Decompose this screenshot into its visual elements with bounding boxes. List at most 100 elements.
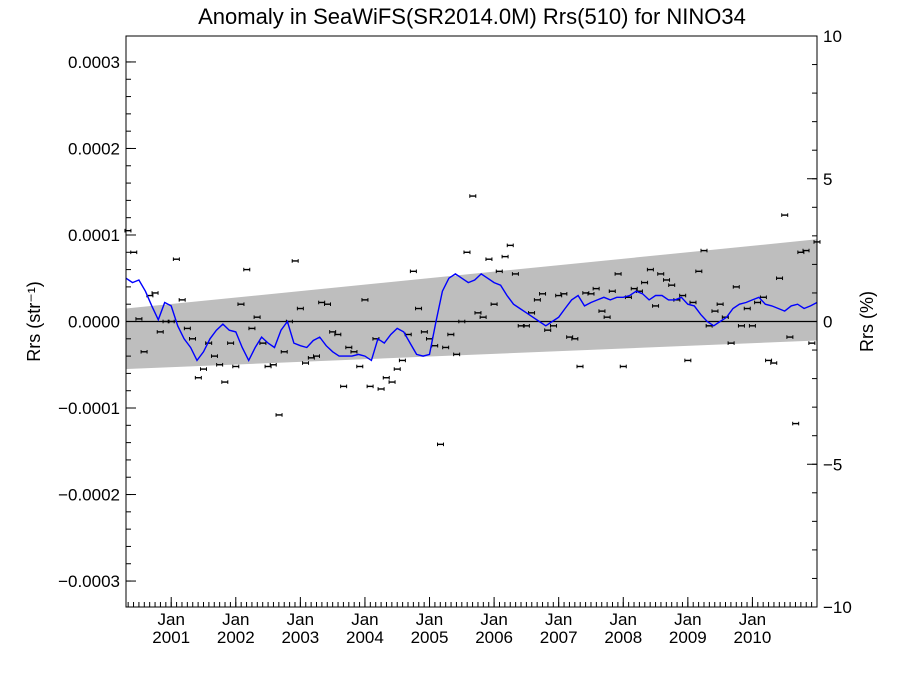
data-point — [544, 328, 552, 332]
x-tick-label-month: Jan — [222, 610, 249, 629]
x-tick-label-month: Jan — [610, 610, 637, 629]
data-point — [178, 298, 186, 302]
x-tick-label-year: 2004 — [346, 628, 384, 647]
data-point — [442, 345, 450, 350]
data-point — [668, 283, 676, 287]
data-point — [765, 358, 773, 363]
data-point — [366, 384, 374, 389]
data-point — [727, 341, 735, 345]
confidence-band — [126, 239, 817, 370]
data-point — [501, 254, 509, 259]
data-point — [409, 269, 417, 274]
x-tick-label-month: Jan — [545, 610, 572, 629]
data-point — [453, 352, 461, 357]
data-point — [802, 248, 810, 253]
data-point — [334, 332, 342, 337]
data-point — [619, 364, 627, 369]
data-point — [592, 286, 600, 291]
data-point — [216, 362, 224, 367]
data-point — [737, 324, 745, 328]
data-point — [663, 278, 671, 282]
data-point — [576, 364, 584, 369]
band-polygon — [126, 239, 817, 370]
x-tick-label-year: 2009 — [669, 628, 707, 647]
data-point — [243, 267, 251, 272]
data-point — [420, 330, 428, 334]
data-point — [571, 337, 579, 341]
x-tick-label-month: Jan — [416, 610, 443, 629]
data-point — [253, 315, 261, 319]
data-point — [700, 248, 708, 253]
data-point — [199, 367, 207, 371]
y-tick-label-left: −0.0002 — [58, 486, 120, 505]
data-point — [474, 311, 482, 315]
y-tick-label-right: 5 — [823, 170, 832, 189]
data-point — [614, 272, 622, 276]
x-tick-label-year: 2007 — [540, 628, 578, 647]
data-point — [280, 349, 288, 354]
data-point — [495, 269, 503, 274]
data-point — [641, 280, 649, 285]
data-point — [382, 375, 390, 380]
data-point — [377, 387, 385, 391]
x-tick-label-year: 2008 — [604, 628, 642, 647]
data-point — [313, 354, 321, 358]
data-point — [748, 324, 756, 328]
data-point — [608, 289, 616, 294]
data-point — [560, 292, 568, 296]
data-point — [183, 326, 191, 331]
data-point — [356, 364, 364, 369]
data-point — [447, 332, 455, 337]
y-axis-right-label: Rrs (%) — [857, 291, 877, 352]
x-tick-label-month: Jan — [739, 610, 766, 629]
data-point — [172, 257, 180, 262]
data-point — [792, 421, 800, 426]
data-point — [646, 267, 654, 272]
data-point — [485, 257, 493, 262]
data-point — [156, 330, 164, 334]
data-point — [350, 349, 358, 354]
data-point — [398, 358, 406, 363]
data-point — [743, 306, 751, 311]
data-point — [135, 317, 143, 321]
data-point — [808, 341, 816, 345]
data-point — [587, 292, 595, 296]
data-point — [770, 361, 778, 365]
x-tick-label-year: 2002 — [217, 628, 255, 647]
data-point — [221, 380, 229, 384]
x-tick-label-month: Jan — [351, 610, 378, 629]
data-point — [361, 298, 369, 302]
data-point — [732, 285, 740, 289]
data-point — [227, 341, 235, 345]
x-tick-label-year: 2010 — [734, 628, 772, 647]
data-point — [194, 375, 202, 380]
x-tick-label-month: Jan — [480, 610, 507, 629]
data-point — [490, 302, 498, 306]
data-point — [679, 293, 687, 298]
data-point — [603, 315, 611, 319]
data-point — [329, 330, 337, 334]
data-point — [695, 269, 703, 274]
data-point — [684, 358, 692, 363]
data-point — [458, 319, 466, 324]
y-tick-label-left: 0.0003 — [68, 53, 120, 72]
data-point — [393, 367, 401, 371]
data-point — [479, 315, 487, 319]
data-point — [716, 302, 724, 306]
data-point — [151, 291, 159, 295]
line-path — [125, 273, 818, 362]
y-tick-label-left: 0.0001 — [68, 226, 120, 245]
data-point — [533, 298, 541, 302]
data-point — [711, 309, 719, 313]
data-point — [652, 304, 660, 308]
y-tick-label-left: 0.0002 — [68, 139, 120, 158]
y-tick-label-right: −10 — [823, 598, 852, 617]
y-axis-right: −10 −5 0 5 10 — [807, 27, 852, 617]
data-point — [415, 306, 423, 311]
data-point — [237, 302, 245, 306]
x-tick-label-year: 2005 — [411, 628, 449, 647]
y-tick-label-left: −0.0001 — [58, 399, 120, 418]
data-point — [506, 243, 514, 248]
y-tick-label-left: 0.0000 — [68, 313, 120, 332]
